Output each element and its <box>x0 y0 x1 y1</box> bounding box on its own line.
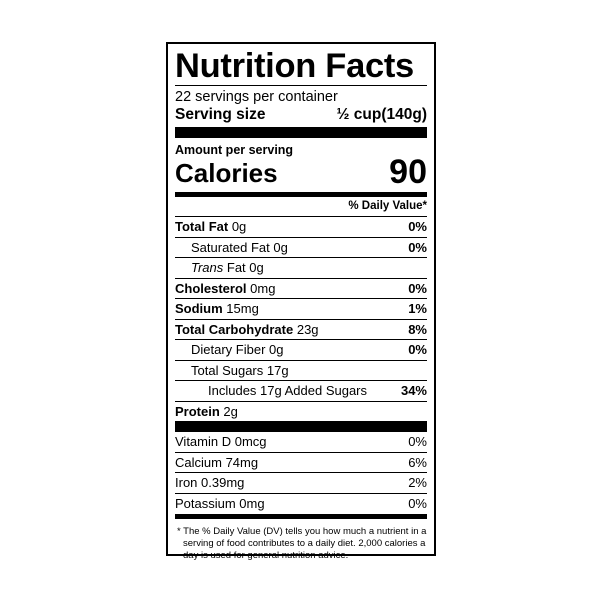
nutrient-row-cholesterol: Cholesterol 0mg 0% <box>175 279 427 299</box>
nutrient-amount: 15mg <box>226 301 259 316</box>
amount-per-serving: Amount per serving <box>175 143 294 157</box>
nutrient-row-protein: Protein 2g <box>175 402 427 422</box>
vitamin-row-potassium: Potassium 0mg 0% <box>175 494 427 514</box>
calories-label: Calories <box>175 158 278 188</box>
nutrient-row-dietary-fiber: Dietary Fiber 0g 0% <box>175 340 427 361</box>
calories-value: 90 <box>389 153 427 191</box>
vitamin-dv: 6% <box>408 454 427 470</box>
nutrient-amount: 17g <box>266 362 289 378</box>
divider-medium <box>175 192 427 197</box>
serving-size: Serving size ½ cup(140g) <box>175 106 427 123</box>
nutrient-name: Includes 17g Added Sugars <box>208 383 368 398</box>
vitamin-row-calcium: Calcium 74mg 6% <box>175 453 427 473</box>
nutrient-name: Protein <box>175 403 220 419</box>
nutrient-amount: 23g <box>296 321 319 337</box>
nutrient-dv: 1% <box>408 301 427 316</box>
nutrient-name: Dietary Fiber <box>191 342 266 357</box>
nutrient-dv: 0% <box>408 280 427 296</box>
nutrient-name: Cholesterol <box>175 280 247 296</box>
vitamin-name: Iron 0.39mg <box>175 475 245 490</box>
vitamin-row-iron: Iron 0.39mg 2% <box>175 473 427 494</box>
divider-thick <box>175 127 427 138</box>
nutrient-name: Total Fat <box>175 219 229 234</box>
nutrient-row-total-fat: Total Fat 0g 0% <box>175 217 427 238</box>
nutrient-dv: 0% <box>408 342 427 357</box>
serving-size-value: ½ cup(140g) <box>336 106 427 123</box>
divider-medium <box>175 514 427 519</box>
nutrient-dv: 0% <box>408 219 427 234</box>
nutrient-row-added-sugars: Includes 17g Added Sugars 34% <box>175 381 427 402</box>
serving-size-label: Serving size <box>175 106 266 123</box>
servings-per-container: 22 servings per container <box>175 89 338 105</box>
nutrient-row-total-carbohydrate: Total Carbohydrate 23g 8% <box>175 320 427 340</box>
nutrient-row-trans-fat: Trans Fat 0g <box>175 258 427 279</box>
label-title: Nutrition Facts <box>175 48 427 86</box>
daily-value-header: % Daily Value* <box>175 197 427 217</box>
nutrient-name: Total Sugars <box>191 362 264 378</box>
nutrient-name: Trans <box>191 260 224 275</box>
nutrient-dv: 0% <box>408 239 427 255</box>
vitamin-dv: 0% <box>408 434 427 449</box>
vitamin-name: Vitamin D 0mcg <box>175 434 267 449</box>
vitamin-dv: 2% <box>408 475 427 490</box>
vitamin-dv: 0% <box>408 495 427 511</box>
nutrient-amount: 0g <box>273 239 288 255</box>
nutrient-row-saturated-fat: Saturated Fat 0g 0% <box>175 238 427 258</box>
vitamin-name: Potassium 0mg <box>175 495 265 511</box>
nutrient-name: Saturated Fat <box>191 239 270 255</box>
nutrient-amount: 0g <box>231 219 247 234</box>
nutrition-facts-label: Nutrition Facts 22 servings per containe… <box>166 42 436 561</box>
calories-row: Calories 90 <box>175 153 427 191</box>
nutrient-name: Total Carbohydrate <box>175 321 294 337</box>
divider-thick <box>175 421 427 432</box>
nutrient-amount: 0g <box>269 342 284 357</box>
nutrient-dv: 8% <box>408 321 427 337</box>
vitamin-name: Calcium 74mg <box>175 454 259 470</box>
nutrient-row-sodium: Sodium 15mg 1% <box>175 299 427 320</box>
nutrient-dv: 34% <box>400 383 427 398</box>
nutrient-name: Sodium <box>175 301 223 316</box>
nutrient-amount: 0mg <box>250 280 276 296</box>
nutrient-amount: 2g <box>223 403 238 419</box>
nutrient-amount: Fat 0g <box>226 260 264 275</box>
nutrient-row-total-sugars: Total Sugars 17g <box>175 361 427 381</box>
footnote: * The % Daily Value (DV) tells you how m… <box>177 526 427 561</box>
vitamin-row-vitamin-d: Vitamin D 0mcg 0% <box>175 432 427 453</box>
